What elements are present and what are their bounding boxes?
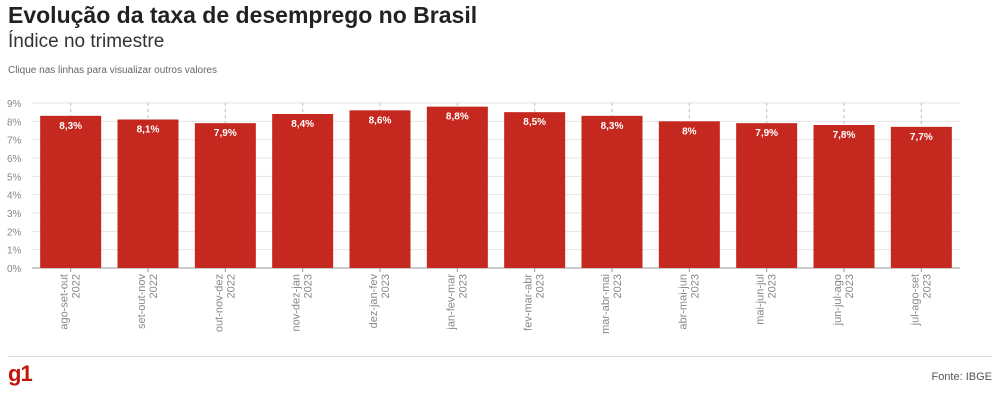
x-tick-period: mai-jun-jul [755,274,767,325]
bar[interactable] [736,123,798,269]
x-tick-period: out-nov-dez [213,274,225,332]
y-tick-label: 4% [7,191,22,202]
x-tick-label: out-nov-dez 2022 [213,274,237,332]
x-tick-year: 2022 [148,274,160,298]
y-tick-label: 3% [7,209,22,220]
bar[interactable] [581,115,643,268]
x-tick-year: 2023 [303,274,315,298]
x-tick-label: fev-mar-abr 2023 [523,274,547,331]
y-tick-label: 2% [7,227,22,238]
y-tick-label: 0% [7,264,22,275]
x-tick-label: mar-abr-mai 2023 [600,274,624,334]
g1-logo: g1 [8,361,33,386]
x-tick-period: mar-abr-mai [600,274,612,334]
data-label: 7,9% [755,128,778,139]
data-label: 8,4% [291,119,314,130]
x-tick-year: 2022 [71,274,83,298]
x-tick-year: 2023 [457,274,469,298]
chart-subtitle: Índice no trimestre [8,31,165,52]
x-tick-label: set-out-nov 2022 [136,274,160,330]
x-tick-period: dez-jan-fev [368,274,380,329]
x-tick-period: nov-dez-jan [291,274,303,331]
y-tick-label: 7% [7,136,22,147]
bar[interactable] [504,112,566,269]
instruction-text: Clique nas linhas para visualizar outros… [8,65,217,76]
x-tick-label: jul-ago-set 2023 [909,274,933,326]
bar[interactable] [40,115,102,268]
data-label: 8,3% [601,121,624,132]
bar[interactable] [117,119,179,269]
data-label: 7,7% [910,132,933,143]
x-tick-period: ago-set-out [59,274,71,330]
x-tick-year: 2022 [225,274,237,298]
x-tick-label: mai-jun-jul 2023 [755,274,779,325]
bar[interactable] [890,126,952,268]
y-tick-label: 5% [7,172,22,183]
y-tick-label: 8% [7,117,22,128]
x-tick-period: abr-mai-jun [677,274,689,330]
data-label: 8,5% [523,117,546,128]
x-tick-year: 2023 [767,274,779,298]
y-tick-label: 1% [7,246,22,257]
bar[interactable] [272,114,334,268]
data-label: 8,1% [137,125,160,136]
x-tick-period: jan-fev-mar [445,274,457,331]
x-tick-label: ago-set-out 2022 [59,274,83,330]
x-tick-year: 2023 [689,274,701,298]
x-tick-period: jun-jul-ago [832,274,844,326]
x-tick-label: nov-dez-jan 2023 [291,274,315,331]
y-tick-label: 9% [7,99,22,110]
data-label: 7,9% [214,128,237,139]
x-tick-period: jul-ago-set [909,274,921,326]
bar[interactable] [813,125,875,268]
y-tick-label: 6% [7,154,22,165]
x-tick-year: 2023 [612,274,624,298]
x-tick-label: abr-mai-jun 2023 [677,274,701,330]
x-tick-year: 2023 [844,274,856,298]
source-note: Fonte: IBGE [931,371,992,383]
bar-chart: 0%1%2%3%4%5%6%7%8%9%8,3%ago-set-out 20228… [7,99,960,334]
data-label: 8,8% [446,112,469,123]
x-tick-label: dez-jan-fev 2023 [368,274,392,329]
footer-divider [8,356,992,357]
x-tick-year: 2023 [380,274,392,298]
bar[interactable] [194,123,256,269]
x-tick-year: 2023 [921,274,933,298]
data-label: 7,8% [833,130,856,141]
bar[interactable] [349,110,411,268]
bar[interactable] [426,106,488,269]
bar[interactable] [658,121,720,268]
x-tick-period: set-out-nov [136,274,148,330]
x-tick-label: jan-fev-mar 2023 [445,274,469,331]
x-tick-year: 2023 [535,274,547,298]
data-label: 8,6% [369,115,392,126]
x-tick-label: jun-jul-ago 2023 [832,274,856,326]
chart-title: Evolução da taxa de desemprego no Brasil [8,2,478,28]
data-label: 8,3% [59,121,82,132]
x-tick-period: fev-mar-abr [523,274,535,331]
data-label: 8% [682,126,697,137]
